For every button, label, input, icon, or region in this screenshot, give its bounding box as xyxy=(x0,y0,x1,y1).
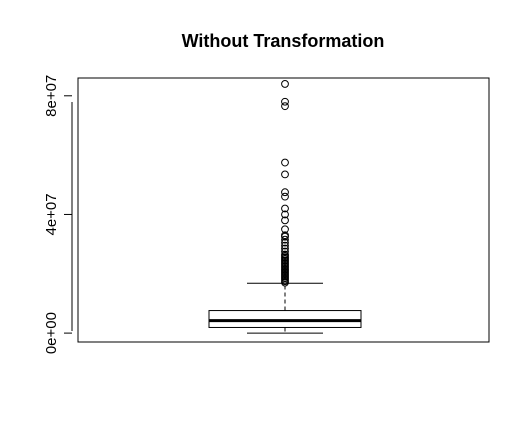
y-tick-label: 8e+07 xyxy=(43,75,60,117)
chart-title: Without Transformation xyxy=(182,31,385,51)
y-tick-label: 4e+07 xyxy=(43,193,60,235)
y-tick-label: 0e+00 xyxy=(43,312,60,354)
iqr-box xyxy=(209,311,361,328)
